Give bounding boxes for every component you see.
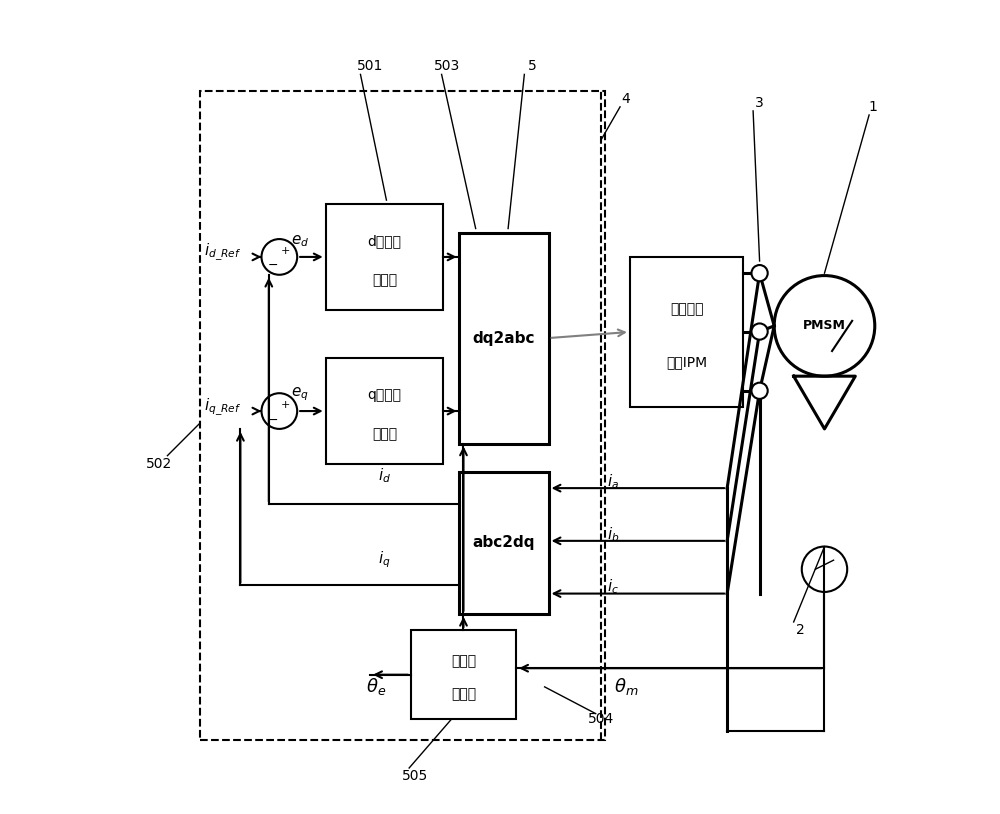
Bar bbox=[459, 233, 549, 444]
Text: $i_d$: $i_d$ bbox=[378, 466, 391, 485]
Text: $e_d$: $e_d$ bbox=[291, 233, 309, 248]
Text: $i_{q\_Ref}$: $i_{q\_Ref}$ bbox=[204, 396, 241, 418]
Text: 控制器: 控制器 bbox=[372, 427, 397, 441]
Text: 角度转: 角度转 bbox=[451, 654, 476, 668]
Circle shape bbox=[751, 383, 768, 399]
Text: $\theta_e$: $\theta_e$ bbox=[366, 676, 386, 698]
Bar bbox=[630, 257, 743, 407]
Text: 智能功率: 智能功率 bbox=[670, 303, 703, 317]
Text: 501: 501 bbox=[357, 59, 383, 73]
Text: $i_q$: $i_q$ bbox=[378, 549, 391, 570]
Circle shape bbox=[751, 323, 768, 339]
Text: q轴电流: q轴电流 bbox=[367, 388, 401, 402]
Text: 502: 502 bbox=[146, 457, 172, 470]
Text: 5: 5 bbox=[528, 59, 537, 73]
Text: 1: 1 bbox=[869, 100, 878, 114]
Circle shape bbox=[751, 265, 768, 282]
Text: −: − bbox=[268, 414, 278, 427]
Text: 4: 4 bbox=[621, 92, 630, 106]
Text: $i_b$: $i_b$ bbox=[607, 525, 620, 544]
Text: d轴电流: d轴电流 bbox=[367, 234, 401, 248]
Bar bbox=[326, 204, 443, 309]
Text: dq2abc: dq2abc bbox=[473, 330, 535, 346]
Text: +: + bbox=[281, 400, 290, 409]
Text: 2: 2 bbox=[796, 623, 805, 637]
Text: 504: 504 bbox=[588, 712, 615, 726]
Text: 换单元: 换单元 bbox=[451, 687, 476, 702]
Bar bbox=[411, 630, 516, 720]
Bar bbox=[200, 90, 605, 740]
Text: 505: 505 bbox=[402, 769, 428, 783]
Text: $i_c$: $i_c$ bbox=[607, 578, 619, 597]
Text: $i_{d\_Ref}$: $i_{d\_Ref}$ bbox=[204, 243, 241, 264]
Text: 503: 503 bbox=[434, 59, 460, 73]
Text: 控制器: 控制器 bbox=[372, 274, 397, 287]
Text: 3: 3 bbox=[755, 96, 764, 110]
Bar bbox=[326, 358, 443, 464]
Bar bbox=[459, 472, 549, 614]
Text: +: + bbox=[281, 246, 290, 256]
Text: $i_a$: $i_a$ bbox=[607, 472, 619, 491]
Text: $e_q$: $e_q$ bbox=[291, 385, 308, 403]
Text: 模块IPM: 模块IPM bbox=[666, 355, 707, 369]
Text: $\theta_m$: $\theta_m$ bbox=[614, 676, 638, 698]
Text: abc2dq: abc2dq bbox=[473, 536, 535, 550]
Text: PMSM: PMSM bbox=[803, 319, 846, 332]
Text: −: − bbox=[268, 260, 278, 273]
